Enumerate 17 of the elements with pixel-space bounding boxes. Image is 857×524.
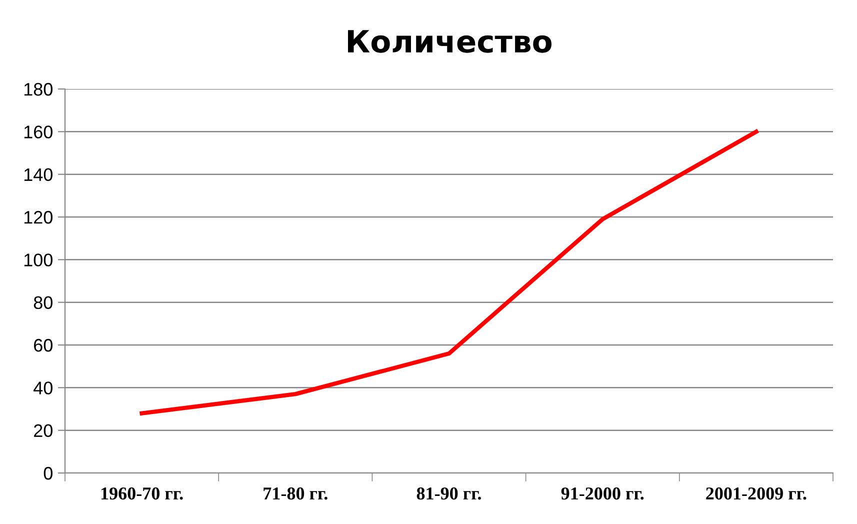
y-tick-label: 60 bbox=[34, 338, 52, 352]
y-tick-label: 100 bbox=[24, 254, 52, 266]
y-tick-label: 20 bbox=[34, 424, 52, 438]
y-tick-label: 160 bbox=[24, 126, 52, 138]
y-tick-label: 120 bbox=[24, 210, 52, 224]
x-tick-label: 91-2000 гг. bbox=[561, 487, 644, 500]
y-tick-label: 140 bbox=[24, 168, 52, 182]
x-tick-label: 1960-70 гг. bbox=[101, 487, 183, 500]
x-tick-label: 81-90 гг. bbox=[416, 487, 481, 500]
chart-title: Количество bbox=[348, 30, 552, 53]
y-tick-label: 80 bbox=[34, 296, 52, 310]
y-tick-label: 40 bbox=[34, 382, 52, 394]
y-tick-label: 180 bbox=[24, 82, 52, 96]
y-tick-label: 0 bbox=[44, 466, 52, 480]
x-tick-label: 71-80 гг. bbox=[264, 487, 328, 500]
x-tick-label: 2001-2009 гг. bbox=[706, 487, 806, 500]
line-series bbox=[140, 130, 758, 416]
